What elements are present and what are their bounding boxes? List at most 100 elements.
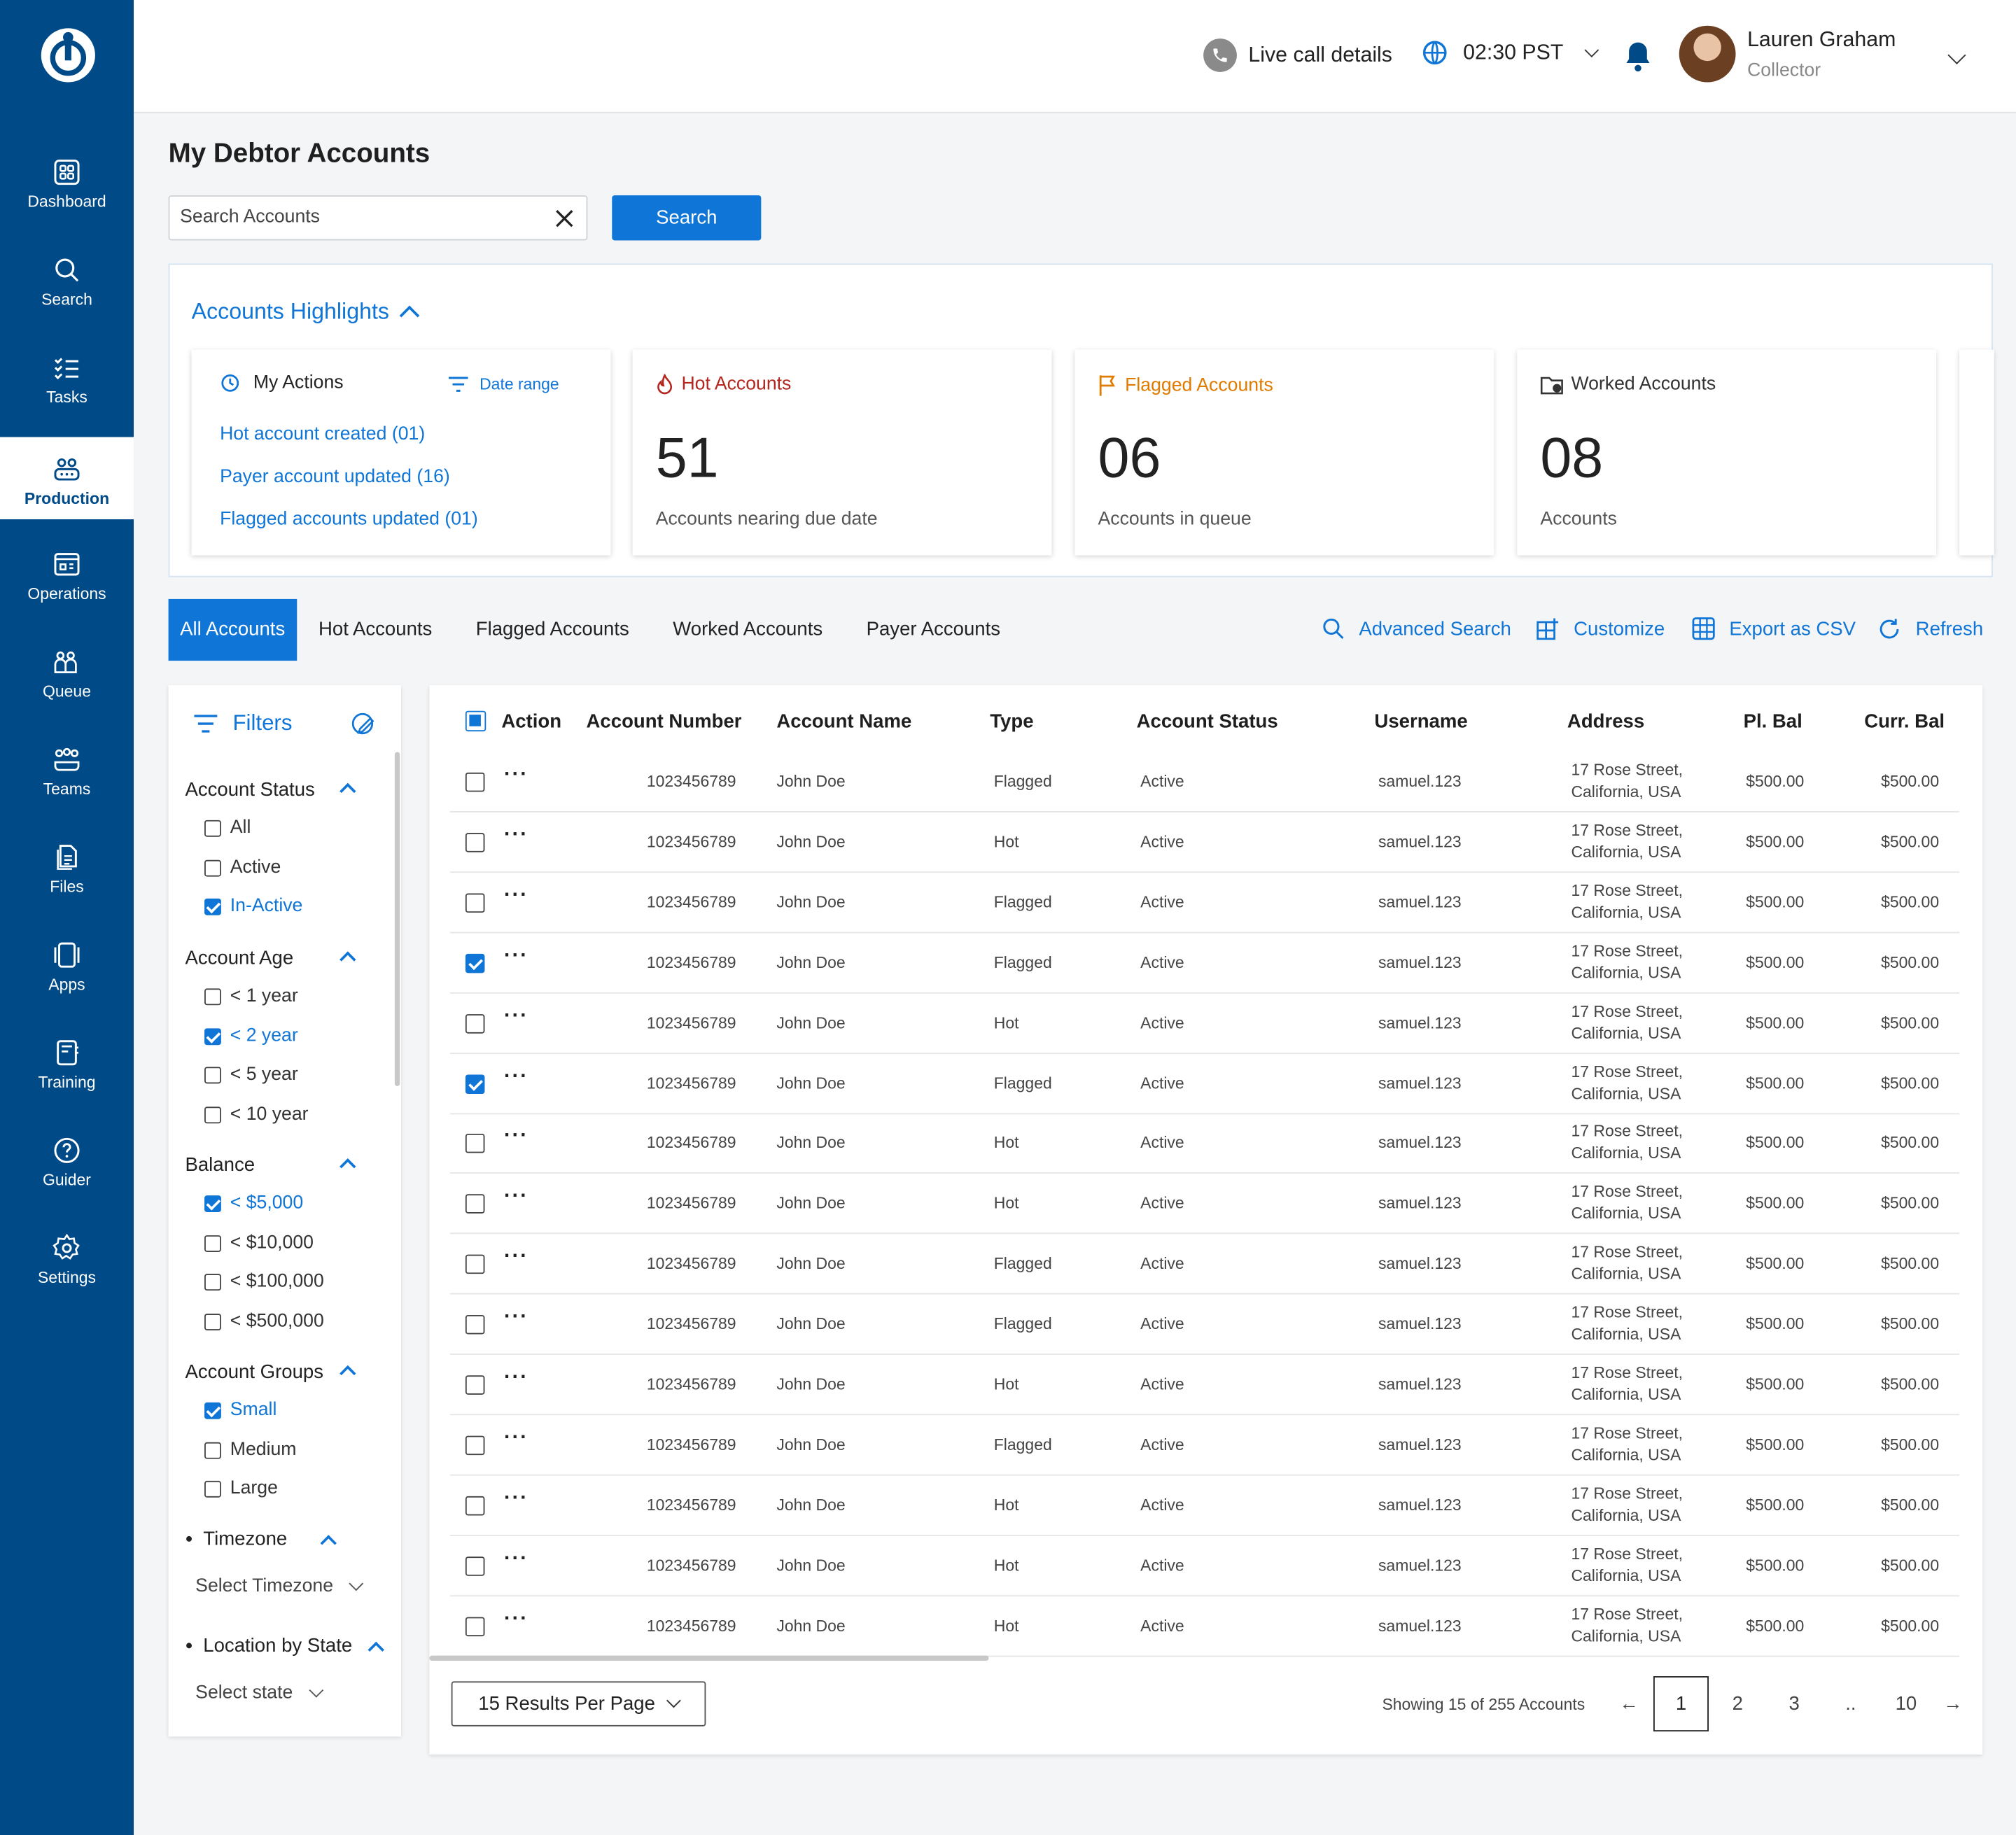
clear-filters-icon[interactable] [351,712,377,738]
row-checkbox[interactable] [465,772,485,792]
row-actions-menu-icon[interactable]: ··· [503,1486,528,1509]
account-name[interactable]: John Doe [776,1194,846,1213]
filter-checkbox[interactable] [204,1027,221,1045]
filter-checkbox[interactable] [204,1441,221,1458]
account-name[interactable]: John Doe [776,1074,846,1092]
tab-all-accounts[interactable]: All Accounts [168,598,297,661]
filter-option[interactable]: < 10 year [204,1104,309,1125]
filter-checkbox[interactable] [204,819,221,836]
filter-option[interactable]: Active [204,857,281,878]
account-name[interactable]: John Doe [776,1013,846,1032]
account-name[interactable]: John Doe [776,772,846,791]
column-header[interactable]: Type [990,710,1034,733]
filter-checkbox[interactable] [204,1235,221,1252]
sidebar-item-queue[interactable]: Queue [0,636,134,719]
hot-accounts-card[interactable]: Hot Accounts 51 Accounts nearing due dat… [632,349,1052,556]
row-checkbox[interactable] [465,832,485,852]
filter-option[interactable]: In-Active [204,896,302,917]
row-actions-menu-icon[interactable]: ··· [503,1426,528,1449]
row-checkbox[interactable] [465,1556,485,1576]
row-actions-menu-icon[interactable]: ··· [503,824,528,846]
account-name[interactable]: John Doe [776,893,846,911]
column-header[interactable]: Address [1567,710,1645,733]
filter-group-account-age[interactable]: Account Age [185,948,378,969]
row-checkbox[interactable] [465,893,485,913]
filter-group-balance[interactable]: Balance [185,1154,378,1176]
row-actions-menu-icon[interactable]: ··· [503,1004,528,1027]
table-row[interactable]: ··· 1023456789 John Doe Flagged Active samuel… [449,1053,1960,1114]
row-checkbox[interactable] [465,1496,485,1516]
row-actions-menu-icon[interactable]: ··· [503,1064,528,1087]
filter-option[interactable]: < $10,000 [204,1232,314,1253]
filter-checkbox[interactable] [204,859,221,876]
sidebar-item-settings[interactable]: Settings [0,1223,134,1305]
row-actions-menu-icon[interactable]: ··· [503,884,528,906]
action-link-payer[interactable]: Payer account updated (16) [220,466,450,488]
live-call-button[interactable]: Live call details [1203,38,1392,72]
worked-accounts-card[interactable]: Worked Accounts 08 Accounts [1517,349,1937,556]
filter-checkbox[interactable] [204,1273,221,1291]
row-actions-menu-icon[interactable]: ··· [503,1185,528,1208]
row-checkbox[interactable] [465,1254,485,1274]
filter-checkbox[interactable] [204,1401,221,1419]
next-highlight-card-partial[interactable] [1959,349,1994,556]
table-row[interactable]: ··· 1023456789 John Doe Flagged Active samuel… [449,752,1960,813]
column-header[interactable]: Account Number [586,710,742,733]
filter-option[interactable]: Medium [204,1440,297,1460]
table-row[interactable]: ··· 1023456789 John Doe Hot Active samuel.123… [449,1596,1960,1657]
table-row[interactable]: ··· 1023456789 John Doe Hot Active samuel.123… [449,1355,1960,1416]
advanced-search-button[interactable]: Advanced Search [1322,617,1511,640]
account-name[interactable]: John Doe [776,1254,846,1273]
filter-option[interactable]: < $500,000 [204,1311,324,1332]
filter-checkbox[interactable] [204,1479,221,1497]
row-checkbox[interactable] [465,1315,485,1335]
row-checkbox[interactable] [465,953,485,973]
notification-bell-icon[interactable] [1623,40,1653,73]
filter-option[interactable]: < 5 year [204,1064,298,1085]
row-checkbox[interactable] [465,1134,485,1154]
table-row[interactable]: ··· 1023456789 John Doe Hot Active samuel.123… [449,1475,1960,1536]
action-link-flagged[interactable]: Flagged accounts updated (01) [220,509,478,530]
date-range-button[interactable]: Date range [449,375,559,393]
sidebar-item-apps[interactable]: Apps [0,929,134,1012]
prev-page-arrow-icon[interactable]: ← [1619,1692,1639,1715]
sidebar-item-guider[interactable]: Guider [0,1125,134,1207]
row-actions-menu-icon[interactable]: ··· [503,1607,528,1630]
filter-group-account-status[interactable]: Account Status [185,779,378,801]
account-name[interactable]: John Doe [776,953,846,971]
highlights-toggle[interactable]: Accounts Highlights [192,298,419,326]
filter-option[interactable]: < 1 year [204,986,298,1006]
table-row[interactable]: ··· 1023456789 John Doe Flagged Active samuel… [449,1295,1960,1356]
filter-checkbox[interactable] [204,987,221,1005]
export-csv-button[interactable]: Export as CSV [1692,617,1856,640]
table-row[interactable]: ··· 1023456789 John Doe Hot Active samuel.123… [449,993,1960,1054]
tab-payer-accounts[interactable]: Payer Accounts [866,618,1001,640]
filter-group-account-groups[interactable]: Account Groups [185,1361,378,1383]
filter-checkbox[interactable] [204,1066,221,1083]
table-row[interactable]: ··· 1023456789 John Doe Flagged Active samuel… [449,873,1960,934]
column-header[interactable]: Account Status [1136,710,1278,733]
row-checkbox[interactable] [465,1194,485,1214]
table-row[interactable]: ··· 1023456789 John Doe Hot Active samuel.123… [449,813,1960,873]
filter-option[interactable]: All [204,817,251,838]
account-name[interactable]: John Doe [776,1496,846,1514]
row-actions-menu-icon[interactable]: ··· [503,1306,528,1328]
row-actions-menu-icon[interactable]: ··· [503,944,528,966]
filters-scrollbar[interactable] [394,752,400,1087]
row-checkbox[interactable] [465,1435,485,1455]
table-row[interactable]: ··· 1023456789 John Doe Flagged Active samuel… [449,933,1960,994]
table-row[interactable]: ··· 1023456789 John Doe Flagged Active samuel… [449,1235,1960,1295]
filter-option[interactable]: < $100,000 [204,1271,324,1292]
timezone-dropdown[interactable]: 02:30 PST [1421,38,1600,66]
flagged-accounts-card[interactable]: Flagged Accounts 06 Accounts in queue [1074,349,1494,556]
results-per-page-select[interactable]: 15 Results Per Page [451,1681,706,1727]
filter-checkbox[interactable] [204,1313,221,1330]
filter-checkbox[interactable] [204,1106,221,1123]
select-all-checkbox[interactable] [465,710,486,732]
tab-worked-accounts[interactable]: Worked Accounts [673,618,823,640]
column-header[interactable]: Curr. Bal [1864,710,1945,733]
filter-option[interactable]: Small [204,1400,276,1421]
sidebar-item-tasks[interactable]: Tasks [0,342,134,425]
user-menu-chevron-icon[interactable] [1947,45,1966,64]
column-header[interactable]: Pl. Bal [1743,710,1802,733]
